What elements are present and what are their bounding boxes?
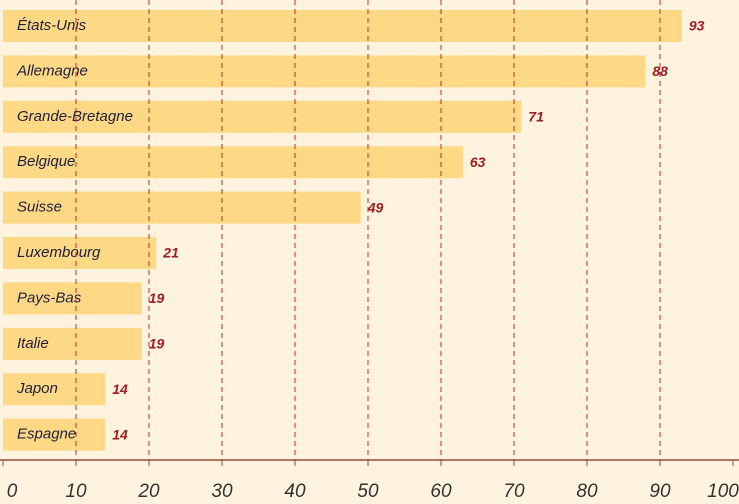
value-label: 19	[149, 290, 165, 306]
x-tick-label: 70	[503, 481, 525, 502]
bar	[3, 373, 106, 406]
x-tick-label: 40	[284, 481, 306, 502]
category-label: Grande-Bretagne	[17, 108, 133, 125]
x-tick-label: 20	[137, 481, 160, 502]
value-label: 88	[652, 63, 668, 79]
x-tick-label: 100	[707, 481, 739, 502]
value-label: 14	[112, 381, 128, 397]
category-label: États-Unis	[17, 17, 87, 34]
bar	[3, 100, 522, 133]
category-label: Pays-Bas	[17, 289, 82, 306]
bar	[3, 191, 361, 224]
category-label: Italie	[17, 335, 49, 352]
x-tick-label: 90	[649, 481, 671, 502]
x-tick-label: 60	[430, 481, 452, 502]
value-label: 63	[470, 154, 486, 170]
value-label: 49	[367, 199, 384, 215]
bar	[3, 10, 682, 42]
bar	[3, 282, 142, 315]
x-tick-label: 80	[576, 481, 598, 502]
value-label: 71	[528, 109, 544, 125]
x-tick-label: 10	[65, 481, 87, 502]
bar	[3, 55, 646, 88]
category-label: Espagne	[17, 426, 76, 443]
category-label: Belgique	[17, 153, 75, 170]
x-tick-label: 30	[211, 481, 233, 502]
bar	[3, 146, 463, 179]
x-tick-label: 50	[357, 481, 379, 502]
value-label: 93	[689, 18, 705, 34]
bar	[3, 418, 106, 451]
category-label: Japon	[16, 380, 58, 397]
value-label: 14	[112, 426, 128, 442]
value-label: 19	[149, 336, 165, 352]
category-label: Allemagne	[16, 62, 88, 79]
x-tick-label: 0	[7, 481, 18, 502]
bar	[3, 327, 142, 360]
bar	[3, 237, 157, 269]
category-label: Luxembourg	[17, 244, 101, 261]
category-label: Suisse	[17, 199, 62, 216]
value-label: 21	[162, 245, 179, 261]
